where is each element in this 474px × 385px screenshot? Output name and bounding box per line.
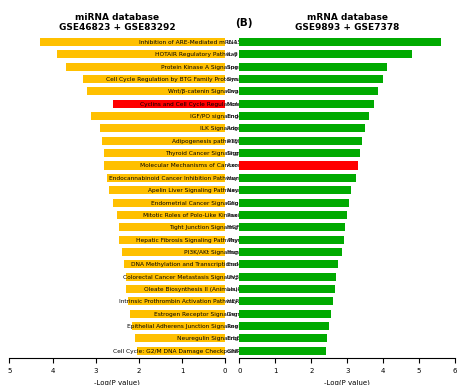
Bar: [239, 149, 360, 157]
Bar: [132, 322, 225, 330]
X-axis label: -Log(P value): -Log(P value): [94, 379, 140, 385]
Bar: [239, 87, 378, 95]
Text: (A): (A): [0, 18, 1, 28]
Bar: [119, 223, 225, 231]
Bar: [122, 248, 225, 256]
Bar: [65, 63, 225, 71]
Title: miRNA database
GSE46823 + GSE83292: miRNA database GSE46823 + GSE83292: [59, 13, 176, 32]
Bar: [239, 260, 338, 268]
Title: mRNA database
GSE9893 + GSE7378: mRNA database GSE9893 + GSE7378: [295, 13, 400, 32]
Bar: [239, 124, 365, 132]
Bar: [107, 174, 225, 182]
Bar: [239, 50, 412, 59]
Bar: [117, 211, 225, 219]
Bar: [100, 124, 225, 132]
Bar: [239, 199, 349, 206]
Bar: [104, 161, 225, 169]
Bar: [124, 260, 225, 268]
Text: (B): (B): [235, 18, 253, 28]
Bar: [239, 285, 335, 293]
Bar: [102, 137, 225, 145]
Bar: [239, 186, 351, 194]
Bar: [113, 199, 225, 206]
Bar: [239, 112, 369, 120]
Bar: [239, 63, 387, 71]
Bar: [130, 310, 225, 318]
Bar: [239, 297, 333, 305]
Bar: [239, 346, 326, 355]
Bar: [119, 236, 225, 244]
Bar: [239, 273, 337, 281]
Bar: [239, 161, 358, 169]
Bar: [239, 100, 374, 108]
Bar: [239, 334, 328, 342]
Bar: [239, 38, 441, 46]
Bar: [135, 334, 225, 342]
Bar: [239, 75, 383, 83]
Bar: [87, 87, 225, 95]
Bar: [239, 137, 362, 145]
Bar: [91, 112, 225, 120]
Bar: [137, 346, 225, 355]
Bar: [239, 310, 331, 318]
Bar: [104, 149, 225, 157]
Bar: [126, 285, 225, 293]
Bar: [57, 50, 225, 59]
X-axis label: -Log(P value): -Log(P value): [324, 379, 370, 385]
Bar: [113, 100, 225, 108]
Bar: [239, 174, 356, 182]
Bar: [239, 236, 344, 244]
Bar: [239, 211, 347, 219]
Bar: [128, 297, 225, 305]
Bar: [109, 186, 225, 194]
Bar: [40, 38, 225, 46]
Bar: [126, 273, 225, 281]
Bar: [239, 322, 329, 330]
Bar: [239, 223, 346, 231]
Bar: [239, 248, 342, 256]
Bar: [83, 75, 225, 83]
